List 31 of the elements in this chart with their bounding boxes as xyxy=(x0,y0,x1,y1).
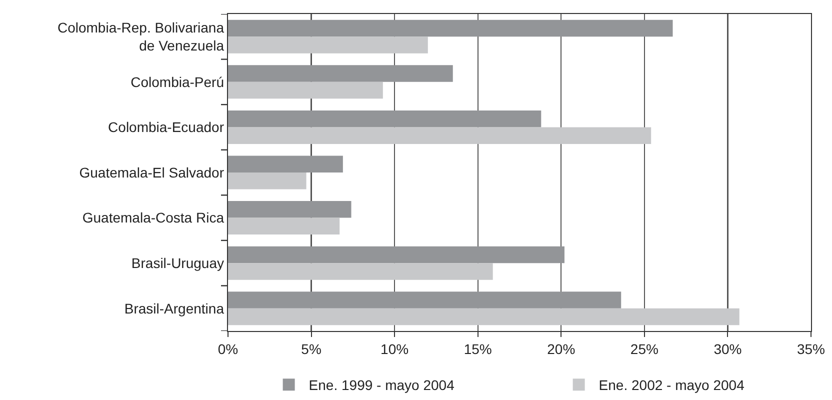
x-tick-label: 15% xyxy=(464,341,492,357)
y-tick-label: Colombia-Ecuador xyxy=(108,119,224,136)
x-tick-label: 20% xyxy=(547,341,576,357)
bar xyxy=(228,65,453,82)
x-tick-label: 5% xyxy=(301,341,322,357)
bar xyxy=(228,218,340,235)
legend-label: Ene. 1999 - mayo 2004 xyxy=(308,377,455,394)
bar xyxy=(228,82,383,99)
y-tick-label: Guatemala-El Salvador xyxy=(79,164,224,180)
y-tick-label: Brasil-Uruguay xyxy=(131,254,224,271)
y-tick-label: Brasil-Argentina xyxy=(124,300,224,316)
bar xyxy=(228,20,673,37)
bar xyxy=(228,110,542,128)
y-tick-label: Colombia-Perú xyxy=(130,74,224,90)
y-tick-label: Colombia-Rep. Bolivariana de Venezuela xyxy=(57,19,224,54)
bar xyxy=(228,292,622,308)
bar xyxy=(228,308,740,326)
x-tick-label: 30% xyxy=(714,341,742,357)
bar xyxy=(228,246,564,264)
bar xyxy=(228,36,428,54)
x-tick-label: 10% xyxy=(380,341,409,357)
x-tick-label: 35% xyxy=(796,341,826,357)
bar xyxy=(228,172,306,190)
bar xyxy=(228,156,343,172)
bar xyxy=(228,127,652,144)
x-tick-label: 0% xyxy=(218,341,238,357)
legend-label: Ene. 2002 - mayo 2004 xyxy=(598,377,745,394)
bar xyxy=(228,201,352,218)
y-tick-label: Guatemala-Costa Rica xyxy=(82,210,224,226)
bar xyxy=(228,263,493,280)
x-tick-label: 25% xyxy=(630,341,658,357)
